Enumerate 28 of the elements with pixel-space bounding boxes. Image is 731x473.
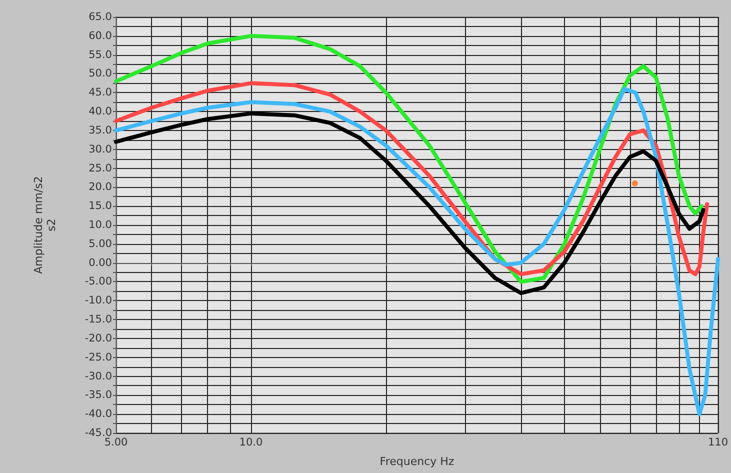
- x-tick-label: 110: [708, 436, 728, 448]
- y-axis-title: Amplitude mm/s2 s2: [32, 176, 58, 274]
- y-tick-label: -35.0: [84, 389, 112, 402]
- y-tick-label: -5.00: [84, 276, 112, 288]
- x-axis-title: Frequency Hz: [380, 455, 454, 468]
- y-tick-label: 30.0: [88, 143, 112, 156]
- y-tick-label: 0.00: [88, 256, 112, 269]
- x-tick-label: 10.0: [239, 436, 263, 448]
- x-tick-label: 5.00: [104, 436, 128, 448]
- y-tick-label: 20.0: [88, 181, 112, 194]
- y-tick-label: -10.0: [84, 294, 112, 307]
- y-tick-label: -45.0: [84, 427, 112, 439]
- y-tick-label: -40.0: [84, 408, 112, 420]
- y-tick-label: -15.0: [84, 314, 112, 326]
- y-tick-label: -30.0: [84, 370, 112, 382]
- y-tick-label: 5.00: [88, 238, 112, 250]
- y-tick-label: 65.0: [88, 11, 112, 23]
- y-tick-label: 40.0: [88, 106, 112, 118]
- y-tick-label: 25.0: [88, 162, 112, 174]
- y-tick-label: 10.0: [88, 219, 112, 231]
- y-tick-label: -20.0: [84, 332, 112, 344]
- y-tick-label: 45.0: [88, 86, 112, 99]
- y-tick-label: 35.0: [88, 124, 112, 136]
- y-tick-label: 50.0: [88, 68, 112, 80]
- y-tick-label: 55.0: [88, 48, 112, 61]
- y-tick-label: 60.0: [88, 30, 112, 42]
- y-tick-label: 15.0: [88, 200, 112, 212]
- y-tick-label: -25.0: [84, 351, 112, 364]
